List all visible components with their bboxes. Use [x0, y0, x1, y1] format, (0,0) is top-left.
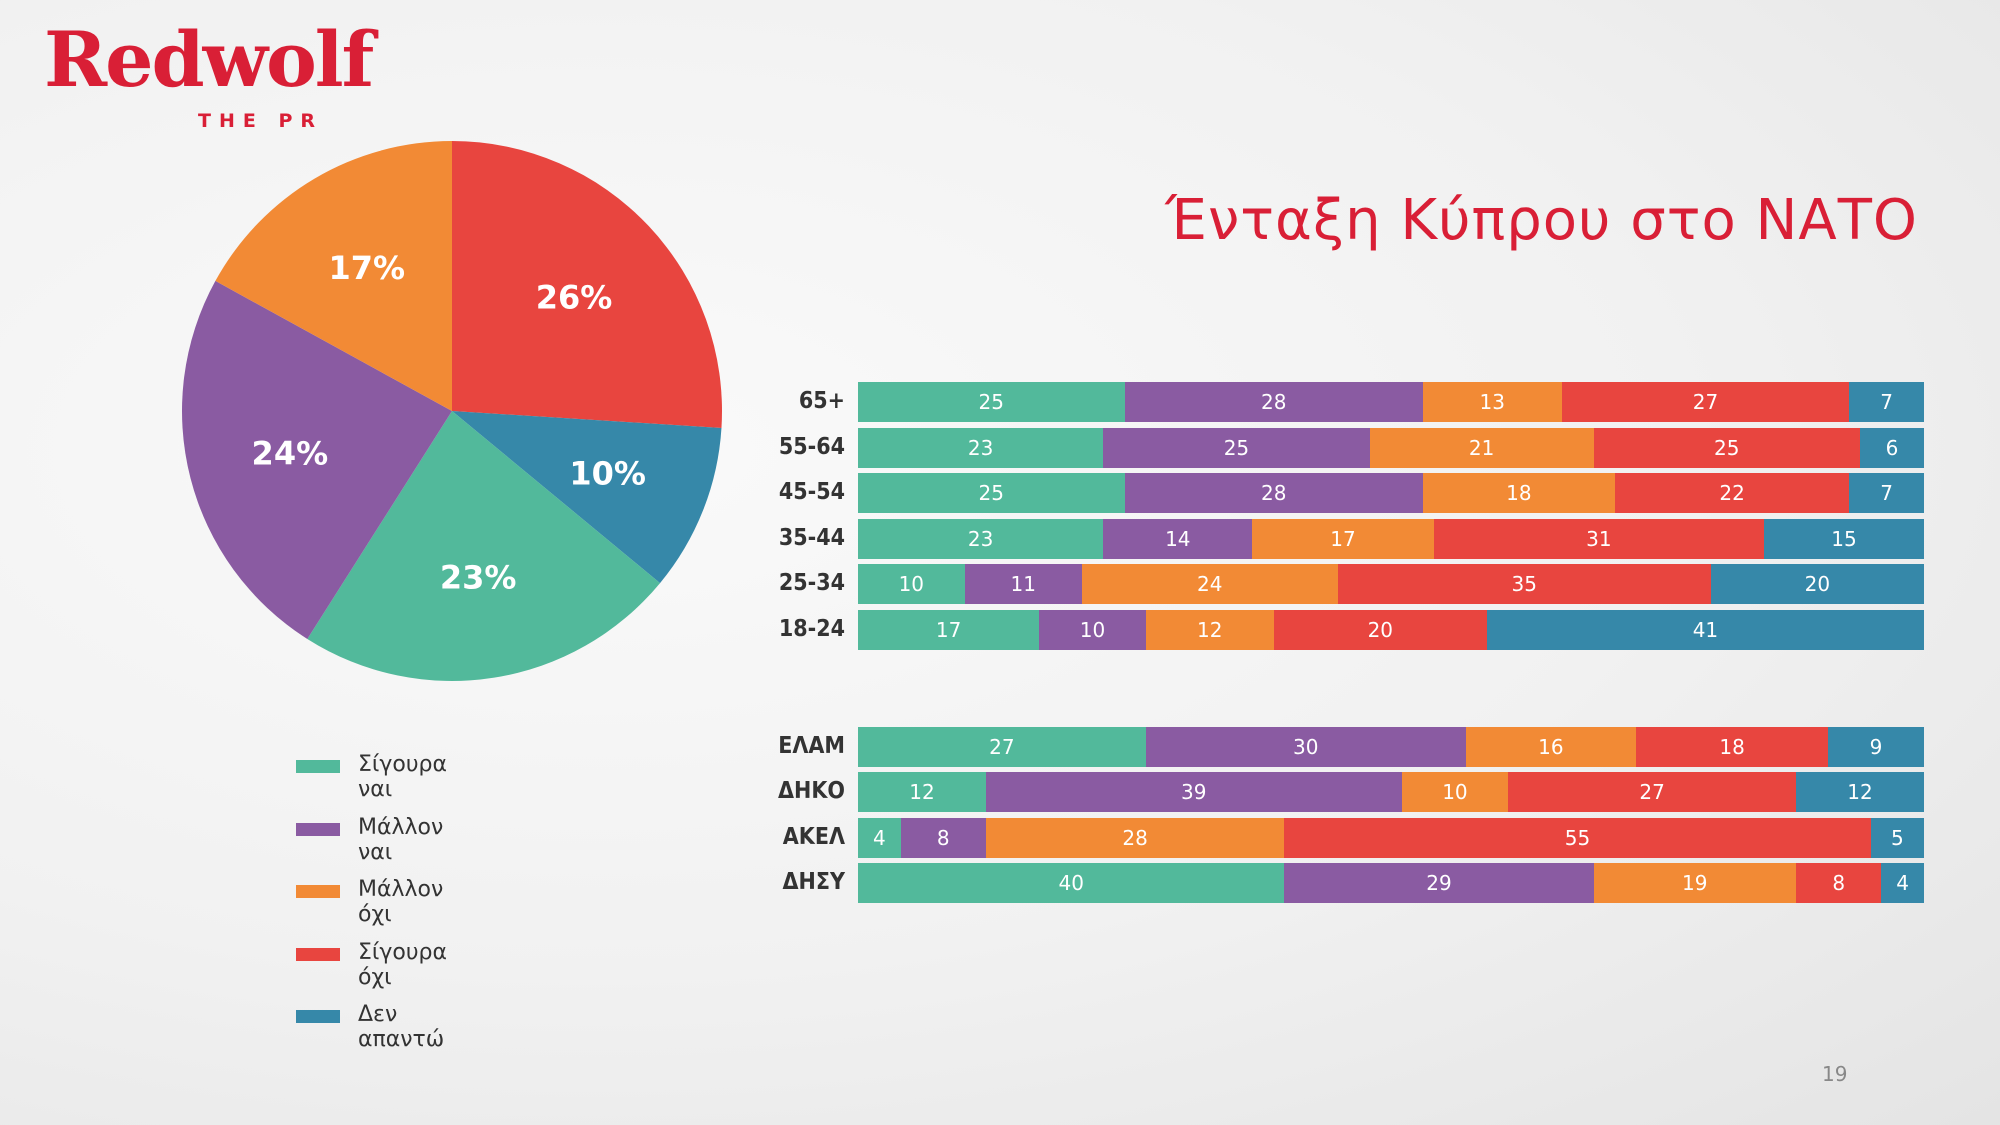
- bar-segment-Μάλλον-όχι: 17: [1252, 518, 1434, 559]
- bar-segment-Μάλλον-ναι: 28: [1124, 473, 1423, 513]
- bar-segment-Σίγουρα-όχι: 31: [1433, 518, 1765, 559]
- legend-swatch: [296, 947, 340, 961]
- bar-segment-Μάλλον-όχι: 18: [1422, 473, 1615, 513]
- bar-segment-Μάλλον-όχι: 21: [1369, 427, 1594, 468]
- stacked-bar: 27 30 16 18 9: [858, 727, 1924, 767]
- bar-segment-Δεν-απαντώ: 9: [1828, 727, 1924, 767]
- bar-segment-Μάλλον-ναι: 29: [1284, 862, 1594, 903]
- bar-segment-Δεν-απαντώ: 41: [1486, 609, 1924, 650]
- bar-segment-Σίγουρα-ναι: 27: [858, 727, 1146, 767]
- pie-label-Δεν-απαντώ: 10%: [569, 455, 646, 493]
- bar-segment-Δεν-απαντώ: 12: [1796, 772, 1924, 813]
- bar-segment-Σίγουρα-όχι: 27: [1561, 382, 1850, 422]
- bar-segment-Μάλλον-ναι: 25: [1103, 427, 1370, 468]
- bar-segment-Σίγουρα-όχι: 8: [1796, 862, 1882, 903]
- stacked-bar: 10 11 24 35 20: [858, 564, 1924, 604]
- bar-segment-Σίγουρα-ναι: 40: [858, 862, 1285, 903]
- legend-label: Μάλλον ναι: [358, 814, 444, 865]
- bar-segment-Σίγουρα-ναι: 17: [858, 609, 1040, 650]
- pie-slice-Σίγουρα-όχι: [452, 141, 722, 428]
- bar-segment-Σίγουρα-όχι: 25: [1593, 427, 1861, 468]
- stacked-bar: 4 8 28 55 5: [858, 817, 1924, 858]
- legend-label: Σίγουρα ναι: [358, 752, 448, 802]
- pie-label-Σίγουρα-όχι: 26%: [536, 278, 613, 316]
- pie-label-Μάλλον-όχι: 17%: [328, 249, 405, 287]
- bar-segment-Μάλλον-όχι: 13: [1422, 382, 1562, 422]
- pie-slice-Δεν-απαντώ: [452, 411, 722, 584]
- bar-segment-Δεν-απαντώ: 6: [1860, 427, 1924, 468]
- stacked-bar: 12 39 10 27 12: [858, 772, 1924, 813]
- stacked-bar: 40 29 19 8 4: [858, 862, 1924, 903]
- bar-segment-Μάλλον-όχι: 16: [1465, 727, 1637, 767]
- bar-segment-Δεν-απαντώ: 7: [1849, 382, 1924, 422]
- bar-segment-Σίγουρα-ναι: 10: [858, 564, 965, 604]
- legend-swatch: [296, 822, 340, 836]
- bar-segment-Δεν-απαντώ: 20: [1710, 564, 1924, 604]
- pie-slice-Μάλλον-ναι: [181, 280, 452, 639]
- legend-label: Μάλλον όχι: [358, 877, 444, 927]
- row-label: 65+: [798, 388, 845, 414]
- pie-slice-Σίγουρα-ναι: [307, 411, 661, 682]
- bar-segment-Σίγουρα-όχι: 18: [1636, 727, 1829, 767]
- legend-swatch: [296, 760, 340, 773]
- stacked-bar: 25 28 13 27 7: [858, 382, 1924, 422]
- legend-label: Σίγουρα όχι: [358, 939, 448, 990]
- row-label: ΔΗΚΟ: [778, 778, 845, 805]
- logo-wordmark: Redwolf: [44, 15, 374, 104]
- legend-label: Δεν απαντώ: [358, 1002, 445, 1052]
- bar-segment-Μάλλον-ναι: 8: [900, 817, 986, 858]
- stacked-bar: 23 25 21 25 6: [858, 427, 1924, 468]
- stacked-bar: 23 14 17 31 15: [858, 518, 1924, 559]
- row-label: 55-64: [778, 433, 845, 460]
- page-number: 19: [1822, 1062, 1848, 1086]
- pie-label-Μάλλον-ναι: 24%: [252, 435, 329, 473]
- bar-segment-Δεν-απαντώ: 15: [1764, 518, 1924, 559]
- bar-segment-Μάλλον-όχι: 24: [1081, 564, 1338, 604]
- bar-segment-Σίγουρα-ναι: 12: [858, 772, 986, 813]
- legend-swatch: [296, 1010, 340, 1023]
- bar-segment-Δεν-απαντώ: 5: [1870, 817, 1924, 858]
- bar-segment-Μάλλον-ναι: 28: [1124, 382, 1423, 422]
- bar-segment-Σίγουρα-ναι: 23: [858, 427, 1104, 468]
- bar-segment-Μάλλον-όχι: 10: [1401, 772, 1509, 813]
- bar-segment-Μάλλον-ναι: 14: [1103, 518, 1253, 559]
- bar-segment-Σίγουρα-ναι: 25: [858, 382, 1125, 422]
- row-label: ΑΚΕΛ: [782, 823, 845, 850]
- row-label: ΔΗΣΥ: [782, 868, 845, 895]
- row-label: 35-44: [778, 524, 845, 551]
- bar-segment-Δεν-απαντώ: 7: [1849, 473, 1924, 513]
- bar-segment-Δεν-απαντώ: 4: [1881, 862, 1924, 903]
- row-label: ΕΛΑΜ: [778, 733, 845, 759]
- logo-tagline: THE PR: [198, 110, 324, 132]
- stacked-bar: 25 28 18 22 7: [858, 473, 1924, 513]
- legend-swatch: [296, 885, 340, 898]
- pie-slice-Μάλλον-όχι: [215, 141, 452, 411]
- chart-title: Ένταξη Κύπρου στο ΝΑΤΟ: [1165, 188, 1918, 253]
- bar-segment-Σίγουρα-ναι: 25: [858, 473, 1125, 513]
- pie-chart: 26% 10% 23% 24% 17%: [181, 141, 722, 682]
- bar-segment-Σίγουρα-όχι: 20: [1273, 609, 1487, 650]
- bar-segment-Σίγουρα-ναι: 23: [858, 518, 1104, 559]
- bar-segment-Σίγουρα-όχι: 55: [1284, 817, 1871, 858]
- bar-segment-Μάλλον-όχι: 28: [985, 817, 1285, 858]
- logo: Redwolf THE PR: [44, 15, 374, 133]
- row-label: 18-24: [778, 615, 845, 642]
- pie-label-Σίγουρα-ναι: 23%: [440, 558, 517, 596]
- row-label: 25-34: [778, 570, 845, 596]
- bar-segment-Μάλλον-όχι: 12: [1145, 609, 1274, 650]
- bar-segment-Μάλλον-ναι: 10: [1039, 609, 1146, 650]
- bar-segment-Μάλλον-ναι: 11: [964, 564, 1082, 604]
- bar-segment-Μάλλον-ναι: 39: [985, 772, 1402, 813]
- stacked-bar: 17 10 12 20 41: [858, 609, 1924, 650]
- row-label: 45-54: [778, 479, 845, 505]
- bar-segment-Σίγουρα-ναι: 4: [858, 817, 901, 858]
- bar-segment-Μάλλον-ναι: 30: [1145, 727, 1466, 767]
- bar-segment-Μάλλον-όχι: 19: [1593, 862, 1797, 903]
- bar-segment-Σίγουρα-όχι: 35: [1337, 564, 1711, 604]
- bar-segment-Σίγουρα-όχι: 27: [1508, 772, 1797, 813]
- bar-segment-Σίγουρα-όχι: 22: [1614, 473, 1850, 513]
